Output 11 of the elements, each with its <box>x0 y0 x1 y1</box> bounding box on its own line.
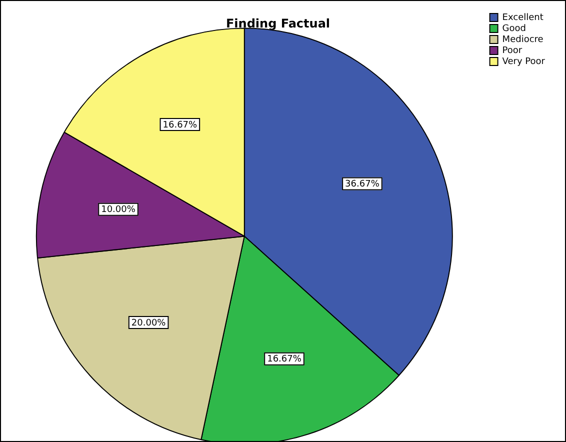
data-label: 20.00% <box>131 318 166 328</box>
legend-label: Very Poor <box>502 56 546 67</box>
legend-label: Poor <box>502 46 522 56</box>
legend-label: Good <box>502 24 526 34</box>
data-label: 16.67% <box>162 120 198 130</box>
chart-title: Finding Factual <box>226 16 330 30</box>
data-label: 36.67% <box>345 180 380 190</box>
data-label: 10.00% <box>101 205 136 216</box>
legend-label: Excellent <box>502 12 544 23</box>
legend-label: Mediocre <box>502 34 544 45</box>
data-label: 16.67% <box>267 354 302 365</box>
